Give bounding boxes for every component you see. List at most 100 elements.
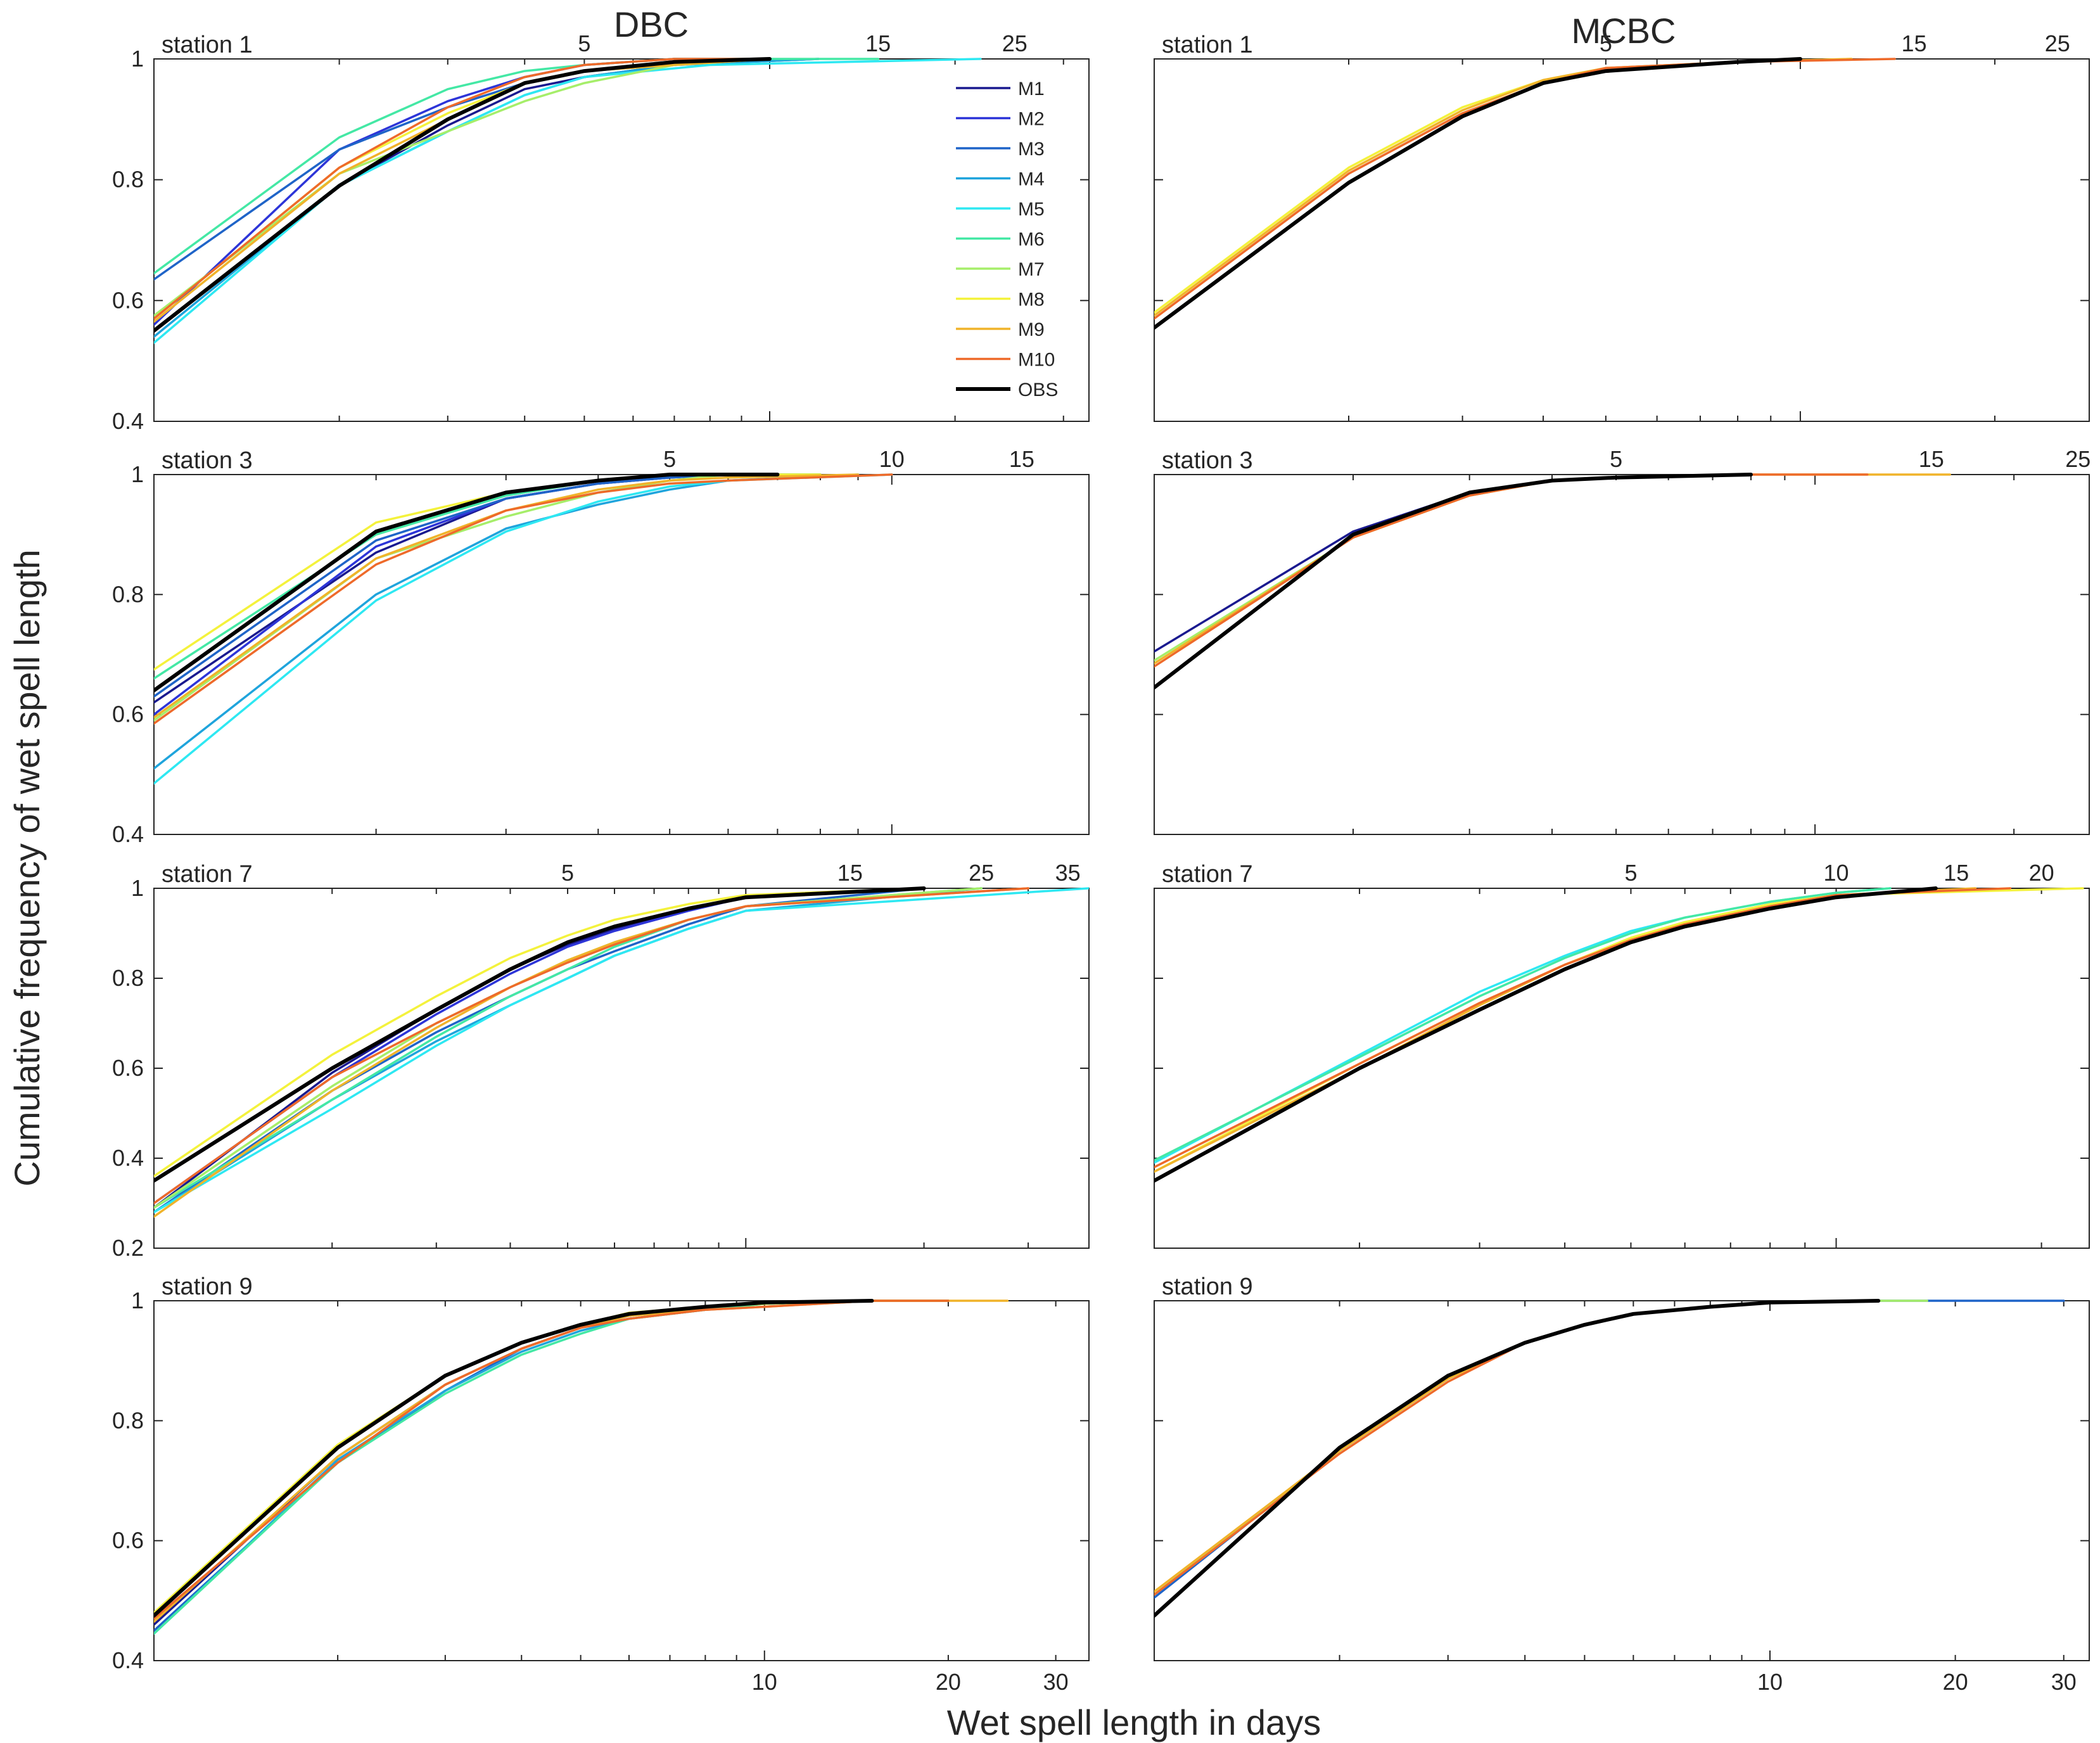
y-tick-label: 0.6	[112, 1528, 144, 1554]
series-line-m10	[154, 58, 771, 320]
x-tick-label: 30	[2051, 1669, 2077, 1695]
panel-title: station 3	[162, 447, 253, 474]
y-tick-label: 0.8	[112, 1407, 144, 1433]
y-tick-label: 0.4	[112, 821, 144, 847]
x-tick-label-top: 10	[879, 446, 905, 472]
series-line-m9	[154, 473, 860, 719]
series-line-obs	[1154, 473, 1753, 690]
legend-entry-m9: M9	[1018, 319, 1045, 340]
x-axis-title: Wet spell length in days	[947, 1702, 1321, 1742]
y-tick-label: 0.8	[112, 965, 144, 991]
panel-title: station 3	[1162, 447, 1253, 474]
series-group	[154, 57, 982, 344]
x-tick-label-top: 15	[1944, 860, 1969, 886]
legend-entry-obs: OBS	[1018, 380, 1058, 400]
legend-entry-m3: M3	[1018, 139, 1045, 160]
panel-title: station 1	[162, 32, 253, 58]
series-line-obs	[154, 57, 772, 333]
x-tick-label-top: 5	[578, 30, 590, 56]
series-group	[1154, 1299, 2065, 1618]
y-tick-label: 0.2	[112, 1235, 144, 1261]
x-tick-label: 20	[936, 1669, 961, 1695]
x-tick-label: 20	[1943, 1669, 1968, 1695]
legend-entry-m4: M4	[1018, 169, 1045, 190]
plot-frame	[1154, 888, 2090, 1249]
panel-title: station 1	[1162, 32, 1253, 58]
x-tick-label-top: 15	[837, 860, 863, 886]
x-tick-label-top: 5	[1610, 446, 1622, 472]
x-tick-label-top: 25	[969, 860, 994, 886]
x-tick-label-top: 5	[663, 446, 676, 472]
series-line-m10	[154, 473, 893, 725]
x-tick-label-top: 15	[865, 30, 891, 56]
x-tick-label-top: 25	[2065, 446, 2090, 472]
x-tick-label-top: 25	[2045, 30, 2070, 56]
series-group	[1154, 57, 1896, 330]
y-tick-label: 0.4	[112, 1647, 144, 1673]
series-line-obs	[154, 1299, 874, 1618]
y-tick-label: 1	[131, 1287, 144, 1313]
series-line-obs	[154, 473, 780, 693]
x-tick-label-top: 35	[1055, 860, 1081, 886]
legend-entry-m6: M6	[1018, 229, 1045, 250]
y-tick-label: 0.8	[112, 167, 144, 193]
plot-frame	[1154, 1300, 2090, 1661]
x-tick-label-top: 15	[1902, 30, 1927, 56]
series-group	[154, 473, 893, 785]
series-group	[1154, 886, 2084, 1183]
series-line-obs	[1154, 1299, 1881, 1618]
plot-frame	[1154, 58, 2090, 422]
legend: M1 M2 M3 M4 M5 M6 M7 M8 M9 M10 OBS	[956, 79, 1058, 400]
series-group	[154, 886, 1089, 1218]
x-tick-label-top: 15	[1009, 446, 1034, 472]
y-tick-label: 0.6	[112, 1055, 144, 1081]
panel-title: station 9	[1162, 1274, 1253, 1300]
panel-title: station 9	[162, 1274, 253, 1300]
panel-title: station 7	[1162, 861, 1253, 888]
legend-entry-m1: M1	[1018, 79, 1045, 99]
series-line-m6	[1154, 887, 1892, 1162]
plot-frame	[153, 58, 1090, 422]
y-tick-label: 1	[131, 461, 144, 487]
x-tick-label-top: 25	[1002, 30, 1028, 56]
column-title-dbc: DBC	[614, 4, 689, 44]
series-line-m10	[154, 887, 1029, 1204]
y-tick-label: 0.4	[112, 1145, 144, 1171]
series-group	[1154, 473, 1951, 690]
y-tick-label: 0.8	[112, 581, 144, 607]
x-tick-label-top: 5	[1624, 860, 1637, 886]
plot-frame	[1154, 474, 2090, 835]
panel-title: station 7	[162, 861, 253, 888]
series-line-m5	[154, 887, 1089, 1213]
series-group	[154, 1299, 1009, 1635]
y-tick-label: 1	[131, 875, 144, 901]
series-line-m10	[1154, 887, 2012, 1168]
panel-station-9-dbc: 0.4 0.6 0.8 1 10 20 30 station 9	[112, 1274, 1090, 1695]
x-tick-label-top: 5	[561, 860, 574, 886]
plot-frame	[153, 1300, 1090, 1661]
y-tick-label: 0.6	[112, 701, 144, 727]
legend-entry-m2: M2	[1018, 109, 1045, 130]
y-tick-label: 0.6	[112, 287, 144, 313]
legend-entry-m7: M7	[1018, 259, 1045, 280]
series-line-obs	[154, 886, 926, 1183]
legend-entry-m8: M8	[1018, 290, 1045, 310]
panel-station-9-mcbc: 10 20 30 station 9	[1154, 1274, 2090, 1695]
y-axis-title: Cumulative frequency of wet spell length	[7, 549, 47, 1186]
series-line-m10	[154, 1299, 950, 1620]
panel-station-1-mcbc: 5 15 25 station 1	[1154, 30, 2090, 422]
legend-entry-m10: M10	[1018, 350, 1055, 371]
x-tick-label: 10	[1757, 1669, 1783, 1695]
panel-station-3-mcbc: 5 15 25 station 3	[1154, 446, 2090, 835]
legend-entry-m5: M5	[1018, 199, 1045, 220]
series-line-obs	[1154, 886, 1938, 1183]
y-tick-label: 1	[131, 46, 144, 72]
column-title-mcbc: MCBC	[1572, 11, 1676, 51]
x-tick-label-top: 20	[2029, 860, 2054, 886]
x-tick-label-top: 15	[1919, 446, 1944, 472]
